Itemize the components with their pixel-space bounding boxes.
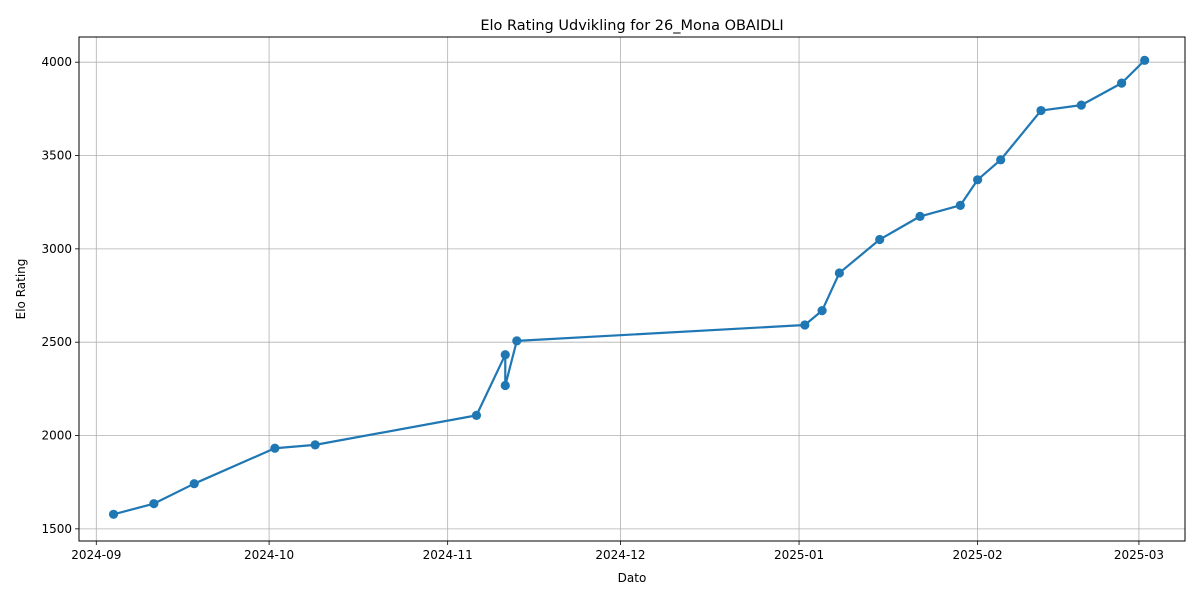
- data-point: [500, 350, 510, 360]
- x-tick-label: 2024-10: [244, 548, 294, 562]
- data-point: [310, 440, 320, 450]
- y-tick-label: 2000: [41, 429, 72, 443]
- y-tick-label: 3500: [41, 149, 72, 163]
- x-tick-label: 2025-02: [953, 548, 1003, 562]
- data-point: [955, 200, 965, 210]
- data-point: [996, 155, 1006, 165]
- y-axis-label: Elo Rating: [14, 259, 28, 320]
- data-point: [108, 509, 119, 519]
- data-point: [973, 175, 983, 185]
- data-point: [915, 211, 925, 221]
- chart-title: Elo Rating Udvikling for 26_Mona OBAIDLI: [480, 18, 783, 34]
- data-point: [270, 443, 280, 453]
- data-point: [512, 336, 522, 346]
- data-point: [189, 479, 199, 489]
- y-axis: 1500 2000 2500 3000 3500 4000: [41, 55, 79, 536]
- y-tick-label: 1500: [41, 522, 72, 536]
- plot-frame: [78, 36, 1186, 542]
- data-point: [834, 268, 844, 278]
- data-point: [1036, 105, 1046, 116]
- data-point: [1140, 55, 1150, 65]
- x-axis-label: Dato: [618, 571, 647, 585]
- series-line: [113, 59, 1146, 516]
- x-axis: 2024-09 2024-10 2024-11 2024-12 2025-01 2025-…: [71, 541, 1164, 562]
- data-point: [471, 410, 482, 420]
- x-tick-label: 2025-03: [1114, 548, 1164, 562]
- data-point: [149, 499, 159, 509]
- x-tick-label: 2024-12: [595, 548, 645, 562]
- data-point: [500, 380, 510, 391]
- x-tick-label: 2024-09: [71, 548, 121, 562]
- x-tick-label: 2024-11: [423, 548, 473, 562]
- data-point: [1117, 78, 1127, 88]
- x-tick-label: 2025-01: [774, 548, 824, 562]
- data-point: [817, 306, 827, 316]
- y-tick-label: 2500: [41, 335, 72, 349]
- y-tick-label: 4000: [41, 55, 72, 69]
- y-tick-label: 3000: [41, 242, 72, 256]
- series-layer: [108, 55, 1150, 519]
- grid-lines: [79, 37, 1185, 541]
- data-point: [875, 234, 885, 245]
- data-point: [800, 320, 810, 330]
- data-point: [1076, 100, 1086, 110]
